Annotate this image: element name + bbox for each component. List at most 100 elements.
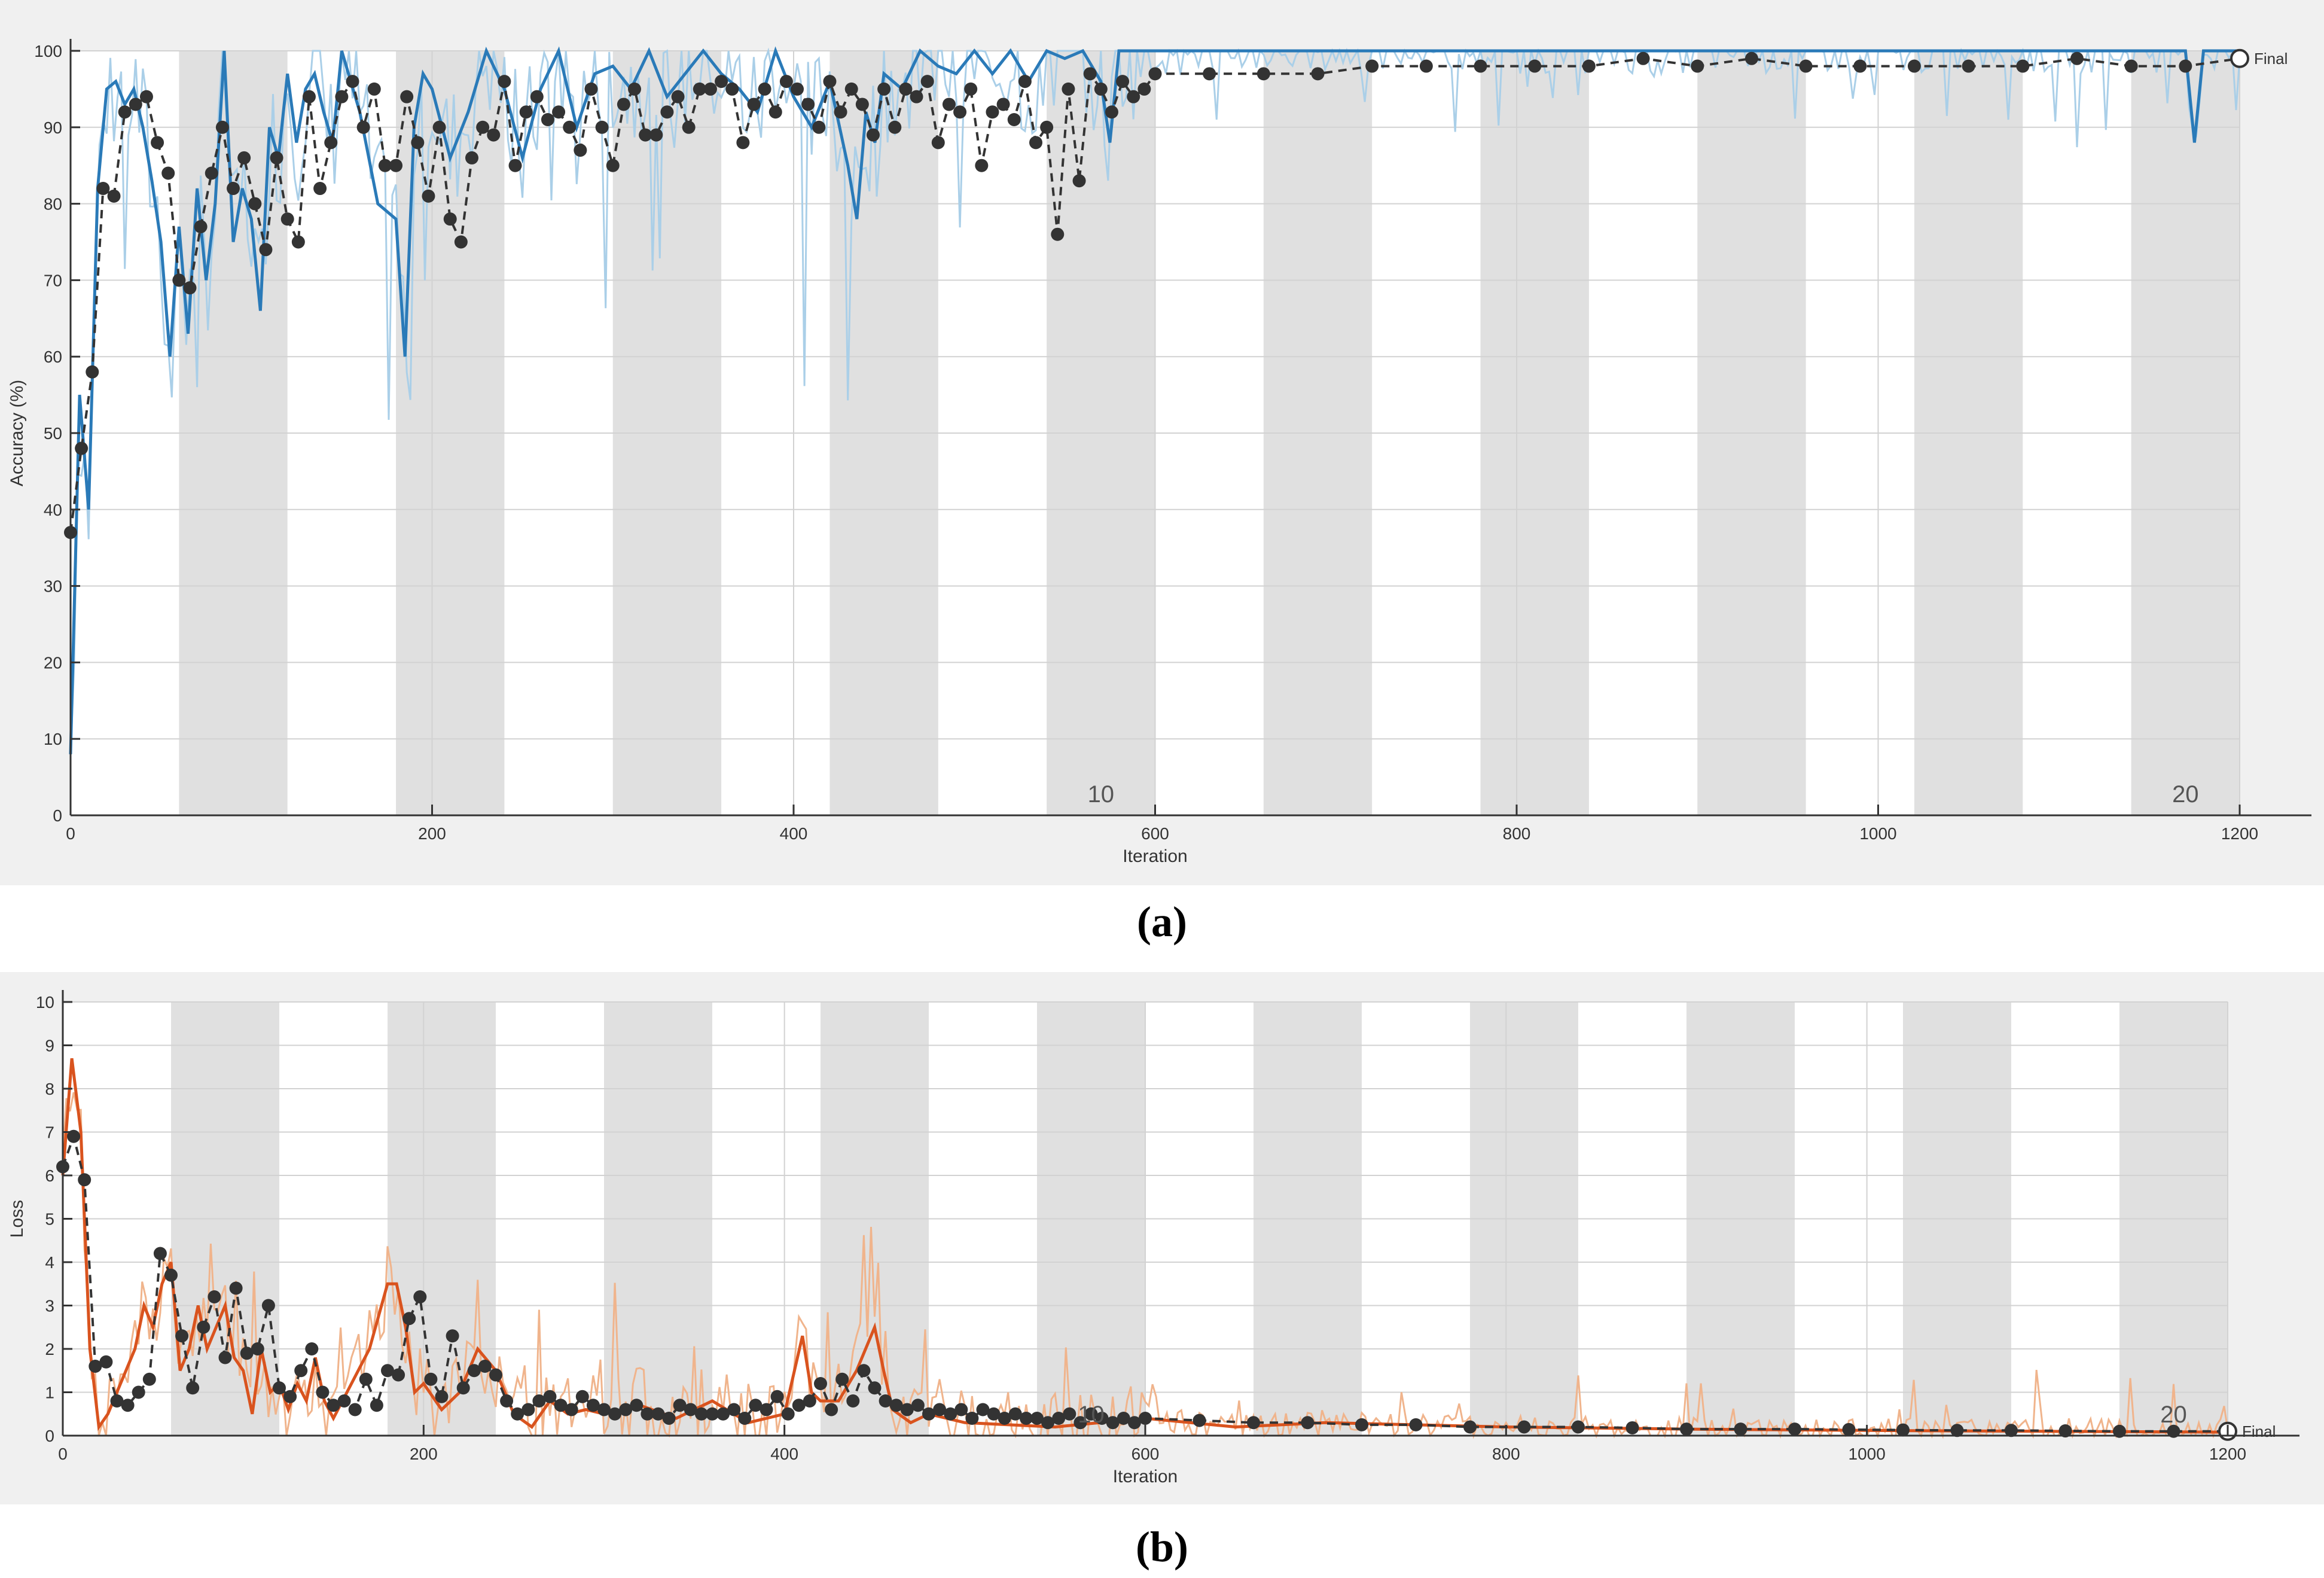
loss-y-tick-label: 2 (45, 1340, 54, 1358)
loss-validation-point (197, 1320, 211, 1334)
acc-validation-point (541, 113, 554, 127)
acc-validation-point (1051, 227, 1065, 241)
acc-validation-point (823, 75, 837, 89)
loss-y-tick-label: 5 (45, 1210, 54, 1229)
loss-y-tick-label: 3 (45, 1297, 54, 1315)
acc-validation-point (161, 166, 175, 180)
acc-validation-point (118, 105, 132, 119)
acc-validation-point (834, 105, 847, 119)
loss-validation-point (835, 1372, 849, 1386)
loss-validation-point (67, 1129, 81, 1143)
acc-validation-point (1018, 75, 1032, 89)
loss-validation-point (1117, 1412, 1130, 1425)
loss-x-tick-label: 800 (1492, 1445, 1520, 1463)
acc-epoch-label: 20 (2172, 781, 2199, 808)
acc-validation-point (1962, 59, 1975, 73)
loss-validation-point (1106, 1416, 1120, 1430)
loss-validation-point (641, 1407, 654, 1421)
loss-y-tick-label: 4 (45, 1253, 54, 1272)
acc-validation-point (758, 82, 771, 96)
loss-epoch-label: 10 (1078, 1402, 1105, 1428)
acc-validation-point (888, 120, 902, 134)
loss-x-tick-label: 1000 (1849, 1445, 1886, 1463)
acc-validation-point (151, 136, 164, 150)
acc-validation-point (2016, 59, 2030, 73)
acc-validation-point (367, 82, 381, 96)
acc-validation-point (877, 82, 891, 96)
loss-validation-point (1409, 1418, 1423, 1431)
loss-validation-point (1517, 1420, 1531, 1434)
acc-validation-point (1636, 51, 1650, 65)
acc-validation-point (346, 75, 359, 89)
loss-validation-point (868, 1381, 882, 1395)
loss-validation-point (1019, 1412, 1033, 1425)
loss-validation-point (1041, 1416, 1055, 1430)
loss-validation-point (760, 1403, 773, 1416)
loss-validation-point (1084, 1407, 1098, 1421)
acc-validation-point (1083, 67, 1097, 81)
acc-validation-point (1528, 59, 1542, 73)
acc-validation-point (1072, 174, 1086, 188)
acc-validation-point (649, 128, 663, 142)
loss-x-tick-label: 1200 (2209, 1445, 2246, 1463)
acc-validation-point (1907, 59, 1921, 73)
acc-validation-point (498, 75, 511, 89)
loss-y-tick-label: 8 (45, 1080, 54, 1098)
loss-x-tick-label: 600 (1131, 1445, 1160, 1463)
acc-validation-point (584, 82, 598, 96)
loss-validation-point (684, 1403, 697, 1416)
acc-validation-point (96, 182, 110, 196)
loss-validation-point (662, 1412, 676, 1425)
loss-validation-point (1680, 1422, 1693, 1436)
acc-validation-point (356, 120, 370, 134)
loss-y-tick-label: 1 (45, 1384, 54, 1402)
loss-validation-point (770, 1390, 784, 1403)
acc-validation-point (1691, 59, 1704, 73)
loss-validation-point (1463, 1420, 1477, 1434)
acc-validation-point (1007, 113, 1021, 127)
acc-validation-point (1365, 59, 1379, 73)
caption-b: (b) (1136, 1523, 1188, 1571)
acc-y-tick-label: 10 (44, 730, 62, 748)
acc-validation-point (205, 166, 218, 180)
loss-validation-point (294, 1364, 308, 1378)
loss-validation-point (121, 1399, 135, 1412)
loss-validation-point (1734, 1422, 1747, 1436)
acc-validation-point (725, 82, 739, 96)
loss-validation-point (803, 1394, 816, 1408)
acc-validation-point (617, 98, 630, 111)
acc-validation-point (715, 75, 728, 89)
loss-validation-point (825, 1403, 838, 1416)
loss-validation-point (1193, 1414, 1206, 1427)
acc-validation-point (855, 98, 869, 111)
loss-validation-point (1008, 1407, 1022, 1421)
loss-validation-point (229, 1281, 243, 1295)
acc-validation-point (801, 98, 815, 111)
loss-validation-point (781, 1407, 795, 1421)
acc-validation-point (530, 90, 544, 103)
acc-validation-point (411, 136, 425, 150)
loss-validation-point (435, 1390, 449, 1403)
loss-validation-point (944, 1407, 957, 1421)
acc-validation-point (1311, 67, 1325, 81)
acc-x-tick-label: 800 (1503, 824, 1531, 843)
acc-validation-point (237, 151, 251, 164)
loss-validation-point (565, 1403, 578, 1416)
loss-validation-point (532, 1394, 546, 1408)
loss-validation-point (543, 1390, 557, 1403)
acc-validation-point (639, 128, 652, 142)
loss-validation-point (402, 1312, 416, 1326)
loss-validation-point (413, 1290, 427, 1303)
acc-y-axis-label: Accuracy (%) (7, 380, 27, 486)
acc-validation-point (1137, 82, 1151, 96)
loss-validation-point (283, 1390, 297, 1403)
acc-validation-point (400, 90, 414, 103)
loss-validation-point (976, 1403, 990, 1416)
acc-validation-point (899, 82, 913, 96)
acc-validation-point (487, 128, 501, 142)
loss-validation-point (1355, 1418, 1368, 1431)
loss-validation-point (381, 1364, 394, 1378)
acc-validation-point (791, 82, 804, 96)
acc-validation-point (335, 90, 349, 103)
loss-validation-point (987, 1407, 1001, 1421)
